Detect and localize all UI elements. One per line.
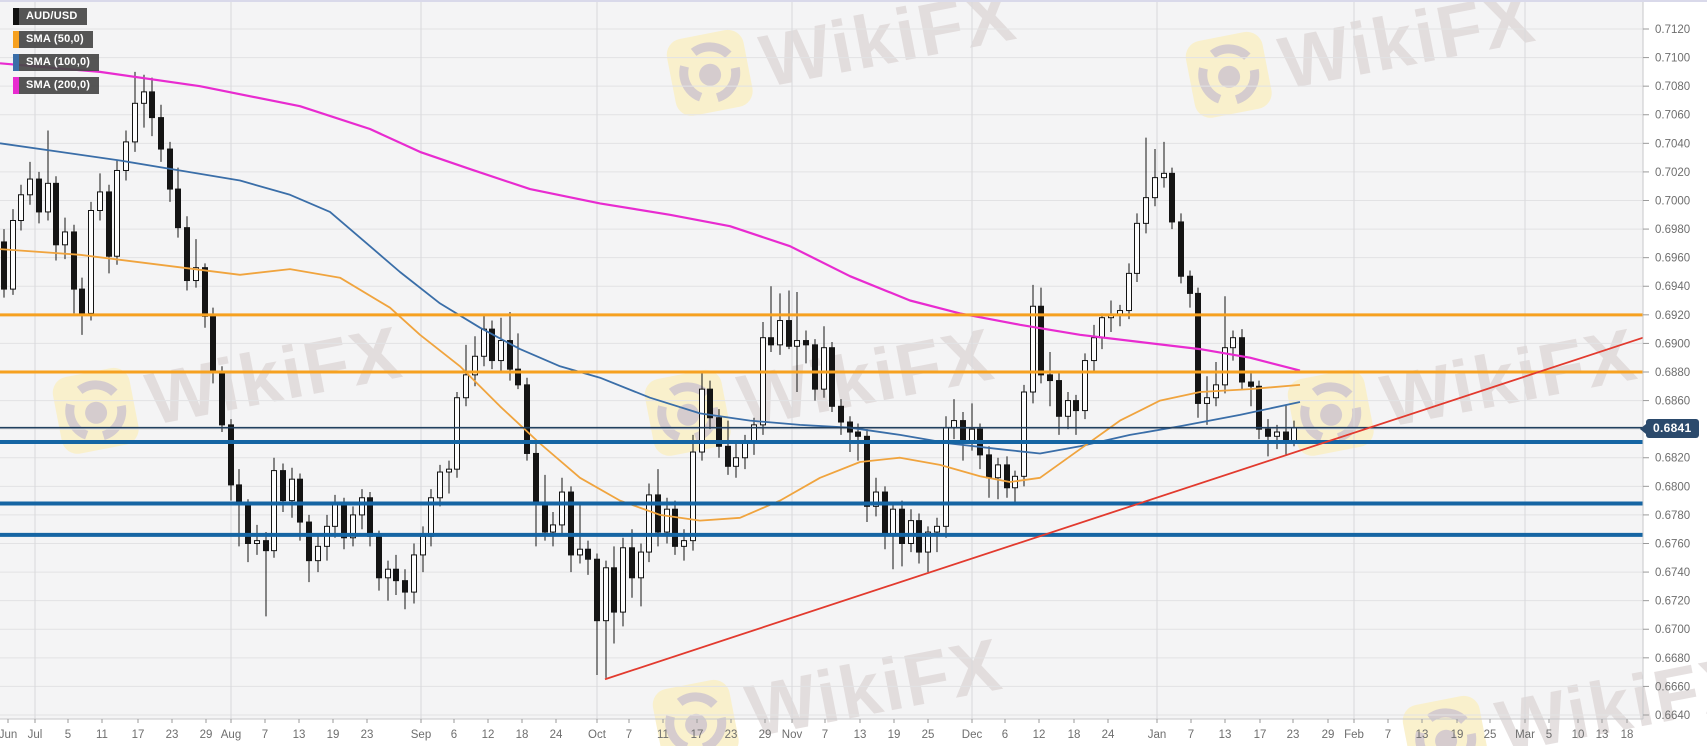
svg-text:Jan: Jan [1148,729,1167,741]
legend-chip-sma50[interactable]: SMA (50,0) [13,31,93,48]
svg-text:23: 23 [361,729,374,741]
svg-text:18: 18 [1621,729,1634,741]
svg-text:0.6720: 0.6720 [1655,596,1690,608]
svg-text:0.6660: 0.6660 [1655,681,1690,693]
svg-text:11: 11 [657,729,669,741]
svg-text:Jul: Jul [28,729,43,741]
svg-text:19: 19 [888,729,901,741]
svg-text:10: 10 [1572,729,1585,741]
svg-text:23: 23 [725,729,738,741]
svg-text:17: 17 [691,729,704,741]
svg-text:23: 23 [166,729,179,741]
svg-text:Nov: Nov [782,729,803,741]
svg-text:0.6900: 0.6900 [1655,338,1690,350]
svg-text:0.6940: 0.6940 [1655,281,1690,293]
svg-text:0.6700: 0.6700 [1655,624,1690,636]
svg-text:0.6760: 0.6760 [1655,538,1690,550]
svg-text:11: 11 [96,729,108,741]
svg-text:5: 5 [1546,729,1552,741]
svg-text:13: 13 [854,729,867,741]
svg-text:0.7060: 0.7060 [1655,110,1690,122]
sma100-color-swatch [13,54,19,71]
legend-chip-symbol[interactable]: AUD/USD [13,8,87,25]
svg-text:Oct: Oct [588,729,607,741]
sma200-label: SMA (200,0) [19,77,100,94]
svg-text:0.6960: 0.6960 [1655,253,1690,265]
svg-text:7: 7 [262,729,268,741]
svg-text:0.6980: 0.6980 [1655,224,1690,236]
svg-text:0.6780: 0.6780 [1655,510,1690,522]
svg-text:0.6880: 0.6880 [1655,367,1690,379]
svg-text:23: 23 [1287,729,1300,741]
svg-text:13: 13 [1416,729,1429,741]
current-price-label: 0.6841 [1640,419,1699,438]
svg-text:0.6640: 0.6640 [1655,710,1690,722]
legend-chip-sma200[interactable]: SMA (200,0) [13,77,100,94]
svg-text:5: 5 [65,729,71,741]
svg-text:7: 7 [626,729,632,741]
svg-text:0.7120: 0.7120 [1655,24,1690,36]
symbol-label: AUD/USD [19,8,87,25]
svg-text:0.6820: 0.6820 [1655,453,1690,465]
svg-text:0.7000: 0.7000 [1655,195,1690,207]
svg-text:0.7080: 0.7080 [1655,81,1690,93]
ascending-trendline [604,336,1644,681]
svg-text:0.7100: 0.7100 [1655,53,1690,65]
sma-50-line [0,248,1301,522]
svg-text:0.6800: 0.6800 [1655,481,1690,493]
svg-text:6: 6 [451,729,457,741]
svg-text:24: 24 [550,729,563,741]
x-axis: Jun Jul 5 11 17 23 29 Aug 7 13 19 23 Sep 6 12 18 24 Oct 7 1… [0,719,1633,741]
svg-text:Jun: Jun [0,729,17,741]
svg-text:0.6920: 0.6920 [1655,310,1690,322]
svg-text:18: 18 [516,729,529,741]
svg-text:0.6680: 0.6680 [1655,653,1690,665]
svg-text:12: 12 [482,729,495,741]
y-axis: 0.7120 0.7100 0.7080 0.7060 0.7040 0.7020 0.70… [1643,24,1690,722]
svg-text:17: 17 [1254,729,1267,741]
svg-text:12: 12 [1033,729,1046,741]
svg-text:13: 13 [1219,729,1232,741]
sma50-color-swatch [13,31,19,48]
svg-text:19: 19 [1451,729,1464,741]
svg-text:Feb: Feb [1344,729,1364,741]
svg-text:0.7020: 0.7020 [1655,167,1690,179]
legend-chip-sma100[interactable]: SMA (100,0) [13,54,100,71]
svg-text:7: 7 [1188,729,1194,741]
sma50-label: SMA (50,0) [19,31,93,48]
svg-text:25: 25 [1484,729,1497,741]
svg-text:0.7040: 0.7040 [1655,138,1690,150]
svg-text:29: 29 [1322,729,1335,741]
svg-text:Dec: Dec [962,729,983,741]
svg-text:29: 29 [759,729,772,741]
sma-100-line [0,142,1301,455]
svg-text:18: 18 [1068,729,1081,741]
svg-text:13: 13 [293,729,306,741]
svg-text:Aug: Aug [221,729,241,741]
indicator-legend: AUD/USD SMA (50,0) SMA (100,0) SMA (200,… [13,8,100,100]
svg-text:17: 17 [132,729,145,741]
svg-text:24: 24 [1102,729,1115,741]
svg-text:19: 19 [327,729,340,741]
svg-text:Mar: Mar [1515,729,1535,741]
svg-text:0.6860: 0.6860 [1655,396,1690,408]
svg-text:0.6740: 0.6740 [1655,567,1690,579]
sma100-label: SMA (100,0) [19,54,100,71]
svg-text:29: 29 [200,729,213,741]
svg-text:7: 7 [822,729,828,741]
svg-text:13: 13 [1596,729,1609,741]
svg-text:25: 25 [922,729,935,741]
svg-text:Sep: Sep [411,729,431,741]
symbol-color-swatch [13,8,19,25]
svg-text:7: 7 [1385,729,1391,741]
sma200-color-swatch [13,77,19,94]
candlesticks [1,71,1297,678]
sma-200-line [0,62,1301,372]
svg-text:6: 6 [1002,729,1008,741]
